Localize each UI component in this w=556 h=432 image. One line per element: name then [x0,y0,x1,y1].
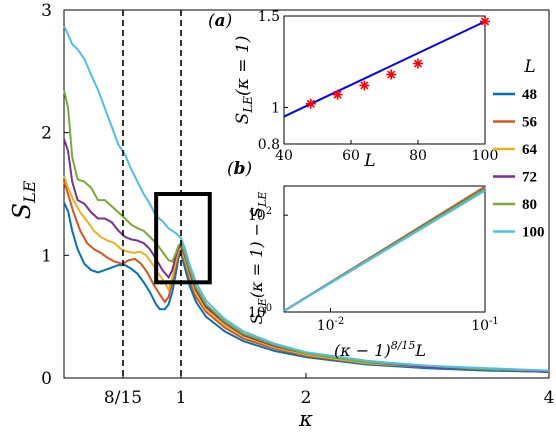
inset-a-y-tick-label: 0.8 [258,137,280,153]
x-tick-label: 8/15 [104,388,142,408]
inset-a-point [386,69,397,80]
inset-a-y-tick-label: 1 [271,100,280,116]
inset-b-x-tick-label: 10-2 [317,316,345,334]
inset-a-fit-line [283,20,486,118]
y-tick-label: 3 [41,1,52,21]
inset-a-point [480,16,490,27]
main-ylabel: SLE [8,180,39,219]
inset-a-point [305,98,316,109]
main-series-group [63,25,550,373]
series-line-L80 [63,89,550,372]
inset-a-panel-label: (a) [208,11,232,31]
star-stroke [360,81,369,90]
legend: L 48 56 64 72 80 100 [493,57,545,241]
inset-b-panel-label: (b) [227,159,252,179]
x-tick-label: 1 [176,388,187,408]
x-tick-label: 2 [301,388,312,408]
inset-a-group: 40 60 80 100 0.8 1 1.5 [258,9,499,164]
inset-b-xlabel: (κ − 1)8/15L [334,339,426,360]
legend-title: L [523,57,535,77]
legend-label-L48: 48 [522,87,537,103]
inset-a-x-tick-label: 40 [275,148,293,164]
legend-label-L80: 80 [522,197,537,213]
inset-a-x-tick-label: 80 [409,148,427,164]
inset-a-point [332,89,343,100]
y-tick-label: 0 [41,369,52,389]
inset-a-ylabel: SLE(κ = 1) [233,36,255,125]
inset-b-ylabel: SLE(κ = 1) − SLE [247,192,269,325]
inset-b-series-L100 [283,189,486,312]
series-line-L72 [63,138,550,373]
inset-b-y-tick-label: 102 [248,206,272,224]
legend-label-L72: 72 [522,170,537,186]
inset-b-group: 10-2 10-1 100 102 [248,185,499,334]
series-line-L100 [63,25,550,372]
legend-label-L56: 56 [522,115,538,131]
legend-label-L64: 64 [522,142,538,158]
series-line-L56 [63,181,550,373]
series-line-L48 [63,202,550,373]
inset-a-xlabel: L [363,151,375,171]
series-line-L64 [63,175,550,373]
inset-a-point [413,58,423,69]
star-stroke [387,70,396,79]
inset-b-y-tick-label: 100 [248,303,272,321]
inset-a-point [359,80,370,91]
x-tick-label: 4 [544,388,555,408]
inset-a-y-tick-label: 1.5 [258,9,280,25]
inset-a-x-tick-label: 60 [342,148,360,164]
inset-a-x-tick-label: 100 [472,148,499,164]
inset-b-x-tick-label: 10-1 [471,316,499,334]
star-stroke [306,99,315,108]
star-stroke [480,17,490,26]
star-stroke [333,90,342,99]
y-tick-label: 1 [41,246,52,266]
legend-label-L100: 100 [522,225,545,241]
y-tick-label: 2 [41,124,52,144]
star-stroke [413,59,423,68]
zoom-box [154,192,212,285]
main-xlabel: κ [298,407,313,431]
